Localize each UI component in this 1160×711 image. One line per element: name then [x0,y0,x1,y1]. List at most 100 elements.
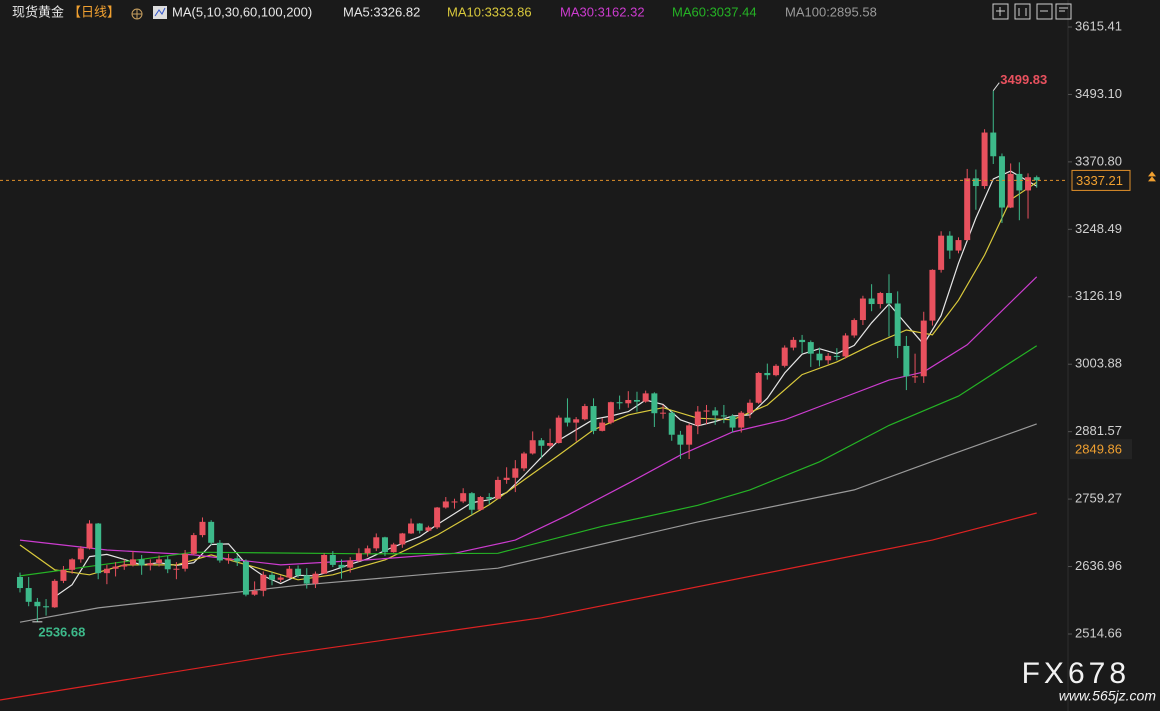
min-label: 2536.68 [38,624,85,639]
candle-body [1007,173,1014,208]
ma-line [19,345,1038,577]
candle-body [60,569,67,581]
candle-body [251,590,258,595]
candle-body [347,560,354,568]
candle-body [242,561,249,595]
candle-body [173,568,180,570]
candle-body [182,553,189,569]
candle-body [164,559,171,570]
candle-body [625,399,632,404]
legend-entry: MA60:3037.44 [672,4,757,19]
candle-body [555,417,562,444]
candle-body [190,535,197,554]
reference-price-label: 2849.86 [1075,442,1122,457]
candle-body [138,559,145,566]
y-tick-label: 3003.88 [1075,356,1122,371]
ma-line [19,276,1038,566]
candle-body [156,559,163,564]
candle-body [807,342,814,354]
candle-body [703,410,710,412]
candle-body [686,425,693,445]
candle-body [381,537,388,553]
candle-body [460,493,467,502]
candle-body [1025,177,1032,191]
candle-body [451,501,458,503]
y-tick-label: 3615.41 [1075,18,1122,33]
ma-line [19,423,1037,623]
candle-body [833,355,840,357]
candle-body [199,521,206,536]
candle-body [286,568,293,578]
current-price-arrow [1148,171,1156,182]
candle-body [51,580,58,608]
candle-body [773,365,780,376]
candle-body [842,335,849,357]
candle-body [338,564,345,568]
candle-body [573,419,580,423]
candle-body [512,468,519,478]
candle-body [260,574,267,591]
candle-body [929,269,936,321]
candle-body [477,497,484,510]
y-tick-label: 3493.10 [1075,86,1122,101]
toolbar[interactable] [992,3,1072,20]
candle-body [494,479,501,499]
candle-body [147,563,154,566]
candle-body [208,521,215,543]
candle-body [668,412,675,435]
candle-body [538,440,545,446]
candle-body [912,376,919,378]
candle-body [903,345,910,377]
candle-body [755,372,762,403]
ma-line [0,512,1037,701]
candle-body [16,577,23,589]
candle-body [938,235,945,270]
y-tick-label: 3370.80 [1075,153,1122,168]
candle-body [373,537,380,549]
watermark-logo: FX678 [1022,657,1130,690]
current-price-box [1071,169,1131,191]
add-icon[interactable] [131,8,143,20]
candle-body [503,477,510,480]
legend-entry: MA10:3333.86 [447,4,532,19]
candle-body [990,132,997,157]
legend-entry: MA100:2895.58 [785,4,877,19]
legend-entry: MA30:3162.32 [560,4,645,19]
candle-body [660,412,667,414]
candle-body [468,493,475,510]
candle-body [399,533,406,545]
y-tick-label: 3126.19 [1075,288,1122,303]
candle-body [877,293,884,305]
max-leader [992,82,1000,92]
candle-body [920,320,927,377]
candle-body [321,554,328,574]
candle-body [998,156,1005,208]
y-tick-label: 2881.57 [1075,423,1122,438]
y-tick-label: 2636.96 [1075,558,1122,573]
y-tick-label: 2514.66 [1075,625,1122,640]
candle-body [486,497,493,499]
candle-body [616,402,623,404]
candle-body [416,523,423,531]
candle-body [816,353,823,361]
candle-body [712,410,719,416]
candle-body [729,415,736,428]
candle-body [720,415,727,417]
candle-body [799,339,806,343]
candle-body [738,412,745,428]
candle-body [103,568,110,574]
candle-body [86,523,93,549]
indicator-icon[interactable] [153,6,167,19]
current-price-label: 3337.21 [1076,173,1123,188]
candle-body [390,544,397,553]
candle-body [277,577,284,580]
candle-body [43,606,50,608]
candle-body [946,235,953,251]
candle-body [1016,173,1023,191]
candle-body [216,542,223,561]
max-label: 3499.83 [1000,72,1047,87]
reference-price-box [1070,439,1132,460]
title: 现货黄金 [12,4,64,19]
candle-body [425,527,432,531]
